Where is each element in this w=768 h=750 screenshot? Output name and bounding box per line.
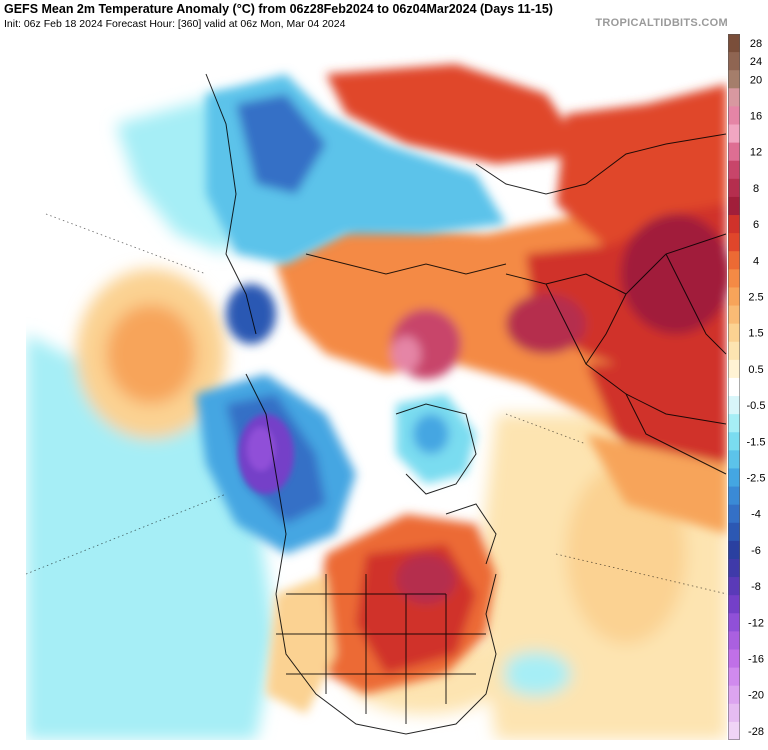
colorbar-swatch	[728, 522, 740, 542]
colorbar-swatch	[728, 251, 740, 270]
colorbar-swatch	[728, 233, 740, 252]
colorbar-swatch	[728, 450, 740, 469]
colorbar-swatch	[728, 468, 740, 488]
europe-core	[506, 294, 586, 354]
colorbar-swatch	[728, 215, 740, 234]
graticule	[26, 213, 727, 595]
colorbar-swatch	[728, 504, 740, 524]
colorbar-legend: 28 24 20 16 12 8 6 4 2.5 1.5 0.5 -0.5 -1.5 -2.5 -4 -6 -8…	[728, 34, 766, 740]
great-lakes-core	[396, 554, 456, 604]
colorbar-swatch	[728, 414, 740, 433]
site-watermark: TROPICALTIDBITS.COM	[595, 17, 728, 29]
colorbar-tick-label: 16	[750, 110, 762, 122]
colorbar-swatch	[728, 631, 740, 650]
colorbar-swatch	[728, 396, 740, 415]
colorbar-swatch	[728, 540, 740, 560]
colorbar-tick-label: -4	[751, 509, 761, 521]
colorbar-swatch	[728, 667, 740, 687]
colorbar-swatch	[728, 577, 740, 596]
colorbar-tick-label: -0.5	[747, 400, 766, 412]
colorbar-swatch	[728, 595, 740, 614]
colorbar-tick-label: 0.5	[748, 364, 763, 376]
colorbar-tick-label: -8	[751, 581, 761, 593]
colorbar-swatch	[728, 287, 740, 307]
baffin-cold-core	[413, 414, 449, 454]
colorbar-tick-label: 1.5	[748, 328, 763, 340]
colorbar-tick-label: 8	[753, 183, 759, 195]
colorbar-tick-label: -2.5	[747, 473, 766, 485]
colorbar-swatch	[728, 34, 740, 53]
colorbar-border	[728, 34, 740, 740]
colorbar-swatch	[728, 160, 740, 180]
colorbar-swatch	[728, 721, 740, 740]
colorbar-swatch	[728, 359, 740, 379]
colorbar-swatch	[728, 70, 740, 89]
colorbar-swatch	[728, 649, 740, 669]
colorbar-tick-label: -28	[748, 726, 764, 738]
colorbar-tick-label: 24	[750, 56, 762, 68]
colorbar-tick-label: 6	[753, 219, 759, 231]
west-usa-mild	[266, 574, 336, 714]
colorbar-swatch	[728, 703, 740, 723]
colorbar-swatch	[728, 486, 740, 506]
colorbar-tick-label: 28	[750, 38, 762, 50]
anomaly-map	[26, 34, 727, 740]
colorbar-swatch	[728, 305, 740, 325]
siberian-cold-core	[236, 94, 326, 194]
colorbar-swatch	[728, 52, 740, 71]
mediterranean-fade	[586, 434, 727, 534]
colorbar-tick-label: -12	[748, 617, 764, 629]
colorbar-tick-label: -16	[748, 654, 764, 666]
colorbar-swatch	[728, 341, 740, 361]
colorbar-swatch	[728, 613, 740, 632]
colorbar-swatch	[728, 142, 740, 162]
coastlines	[205, 73, 727, 735]
colorbar-swatch	[728, 377, 740, 397]
north-russia-warm	[326, 64, 586, 164]
chart-header: GEFS Mean 2m Temperature Anomaly (°C) fr…	[0, 0, 768, 32]
colorbar-tick-label: -6	[751, 545, 761, 557]
west-canada-violet	[247, 427, 275, 471]
colorbar-swatch	[728, 558, 740, 578]
colorbar-tick-label: 2.5	[748, 291, 763, 303]
colorbar-swatch	[728, 432, 740, 451]
colorbar-swatch	[728, 124, 740, 144]
colorbar-tick-label: -1.5	[747, 436, 766, 448]
pacific-warm-core	[106, 304, 196, 404]
colorbar-swatch	[728, 196, 740, 216]
colorbar-swatch	[728, 685, 740, 705]
chart-title: GEFS Mean 2m Temperature Anomaly (°C) fr…	[4, 2, 553, 16]
colorbar-swatch	[728, 178, 740, 198]
greenland-sea-pink	[391, 336, 421, 372]
colorbar-swatch	[728, 323, 740, 343]
colorbar-tick-label: -20	[748, 690, 764, 702]
colorbar-swatch	[728, 269, 740, 288]
caribbean-cool-patch	[501, 652, 571, 696]
central-asia-core	[621, 214, 727, 334]
colorbar-tick-label: 12	[750, 147, 762, 159]
chart-subtitle: Init: 06z Feb 18 2024 Forecast Hour: [36…	[4, 18, 346, 30]
colorbar-tick-label: 4	[753, 255, 759, 267]
colorbar-tick-label: 20	[750, 74, 762, 86]
colorbar-swatch	[728, 88, 740, 107]
colorbar-swatch	[728, 106, 740, 126]
